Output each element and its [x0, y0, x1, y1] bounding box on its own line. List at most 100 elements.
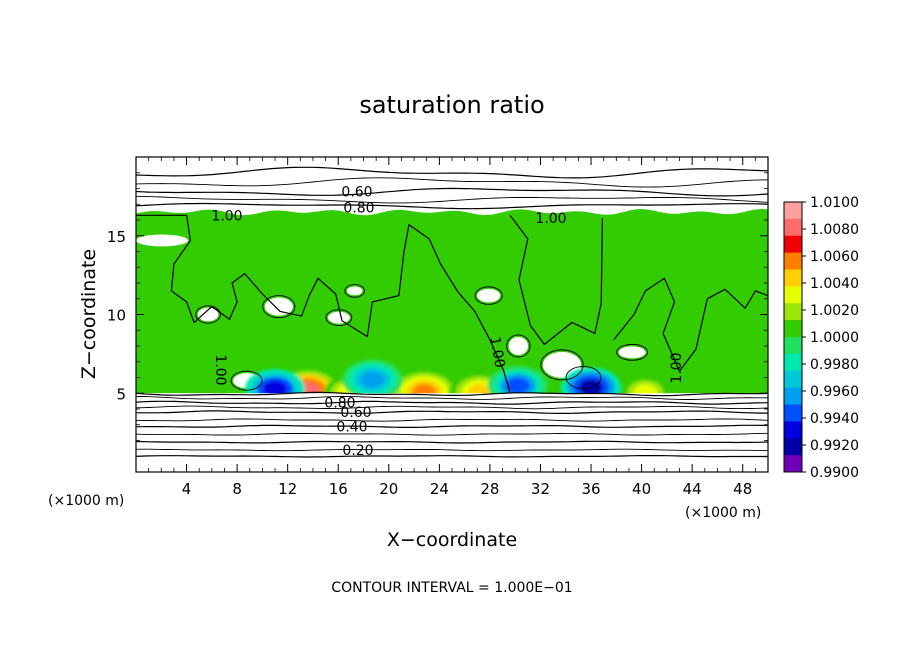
saturation-field — [136, 209, 768, 472]
plot-area — [136, 157, 768, 472]
x-tick-label: 8 — [232, 480, 242, 498]
contour-label: 0.20 — [342, 443, 373, 459]
x-unit-left: (×1000 m) — [48, 493, 124, 509]
x-axis: 4 8 12 16 20 24 28 32 36 40 44 48 — [148, 157, 756, 498]
contour-line — [136, 202, 768, 210]
contour-label: 1.00 — [669, 352, 685, 383]
contour-line — [136, 455, 768, 458]
x-tick-label: 32 — [531, 480, 550, 498]
contour-lines — [136, 166, 768, 458]
colorbar-swatch — [784, 269, 802, 287]
contour-line-1-00 — [136, 214, 511, 394]
clear-air-hole — [346, 286, 363, 296]
x-tick-label: 44 — [683, 480, 702, 498]
x-axis-label: X−coordinate — [387, 529, 517, 551]
field-cell — [360, 371, 385, 388]
clear-air-hole — [618, 346, 646, 359]
clear-air-hole — [136, 234, 189, 247]
x-tick-label: 20 — [379, 480, 398, 498]
field-cell — [505, 377, 530, 394]
closed-contour — [262, 295, 296, 319]
contour-line — [136, 187, 768, 197]
contour-line — [136, 396, 768, 400]
field-patch — [160, 249, 213, 286]
closed-contour — [344, 284, 365, 298]
colorbar-swatch — [784, 303, 802, 321]
closed-contour — [540, 349, 584, 381]
colorbar-label: 1.0020 — [810, 303, 859, 319]
contour-label: 0.80 — [343, 200, 374, 216]
x-tick-label: 16 — [329, 480, 348, 498]
contour-label: 0.60 — [340, 405, 371, 421]
contour-label: 0.80 — [324, 396, 355, 412]
closed-contour — [616, 343, 649, 361]
clear-air-hole — [542, 351, 582, 378]
contour-labels: 0.200.400.600.600.800.801.00 1.001.001.00… — [211, 185, 685, 459]
contour-line — [136, 400, 768, 405]
field-patch — [565, 233, 618, 270]
colorbar-swatch — [784, 337, 802, 355]
colorbar-swatch — [784, 286, 802, 304]
contour-line — [136, 448, 768, 452]
y-tick-label: 10 — [107, 307, 126, 325]
closed-contour — [565, 365, 602, 390]
field-patch — [286, 280, 339, 317]
colorbar-swatch — [784, 320, 802, 338]
contour-line — [136, 391, 768, 397]
contour-line — [136, 440, 768, 444]
colorbar-swatch — [784, 438, 802, 456]
colorbar-label: 0.9960 — [810, 384, 859, 400]
contour-line — [136, 177, 768, 188]
colorbar-label: 0.9920 — [810, 438, 859, 454]
field-patch — [426, 312, 478, 349]
contour-label: 1.00 — [486, 336, 507, 369]
closed-contour — [325, 309, 353, 327]
contour-line — [136, 432, 768, 436]
clear-air-hole — [197, 307, 219, 322]
x-tick-label: 36 — [581, 480, 600, 498]
colorbar-label: 0.9900 — [810, 465, 859, 481]
colorbar-swatch — [784, 353, 802, 372]
contour-line — [136, 410, 768, 414]
colorbar-label: 1.0060 — [810, 249, 859, 265]
x-tick-label: 40 — [632, 480, 651, 498]
x-tick-label: 48 — [733, 480, 752, 498]
contour-line — [136, 195, 768, 204]
field-patch — [704, 249, 757, 286]
y-axis-label: Z−coordinate — [78, 249, 100, 379]
x-tick-label: 4 — [182, 480, 192, 498]
colorbar-swatch — [784, 252, 802, 270]
colorbar-label: 1.0080 — [810, 222, 859, 238]
colorbar-label: 1.0000 — [810, 330, 859, 346]
colorbar-label: 0.9940 — [810, 411, 859, 427]
contour-line-1-00 — [613, 277, 768, 372]
chart-title: saturation ratio — [359, 91, 544, 119]
x-tick-label: 24 — [430, 480, 449, 498]
contour-line — [136, 418, 768, 422]
clear-air-hole — [327, 311, 350, 324]
closed-contour — [506, 334, 531, 358]
colorbar-swatch — [784, 387, 802, 405]
x-unit-right: (×1000 m) — [685, 505, 761, 521]
field-cell — [263, 380, 288, 397]
contour-line — [136, 166, 768, 179]
closed-contour — [230, 370, 263, 391]
colorbar-swatch — [784, 421, 802, 439]
x-tick-label: 28 — [480, 480, 499, 498]
field-patch — [350, 233, 403, 270]
y-axis: 5 10 15 — [107, 172, 768, 457]
colorbar-label: 1.0100 — [810, 195, 859, 211]
contour-line-1-00 — [509, 214, 603, 345]
closed-contour — [474, 286, 503, 305]
colorbar-swatch — [784, 235, 802, 254]
contour-interval-note: CONTOUR INTERVAL = 1.000E−01 — [331, 580, 572, 596]
colorbar-label: 0.9980 — [810, 357, 859, 373]
colorbar-swatch — [784, 202, 802, 220]
field-patch — [501, 265, 554, 301]
contour-label: 1.00 — [535, 211, 566, 227]
contour-line — [136, 405, 768, 410]
contour-label: 0.40 — [336, 419, 367, 435]
contour-label: 1.00 — [212, 354, 228, 385]
contour-line — [136, 424, 768, 428]
